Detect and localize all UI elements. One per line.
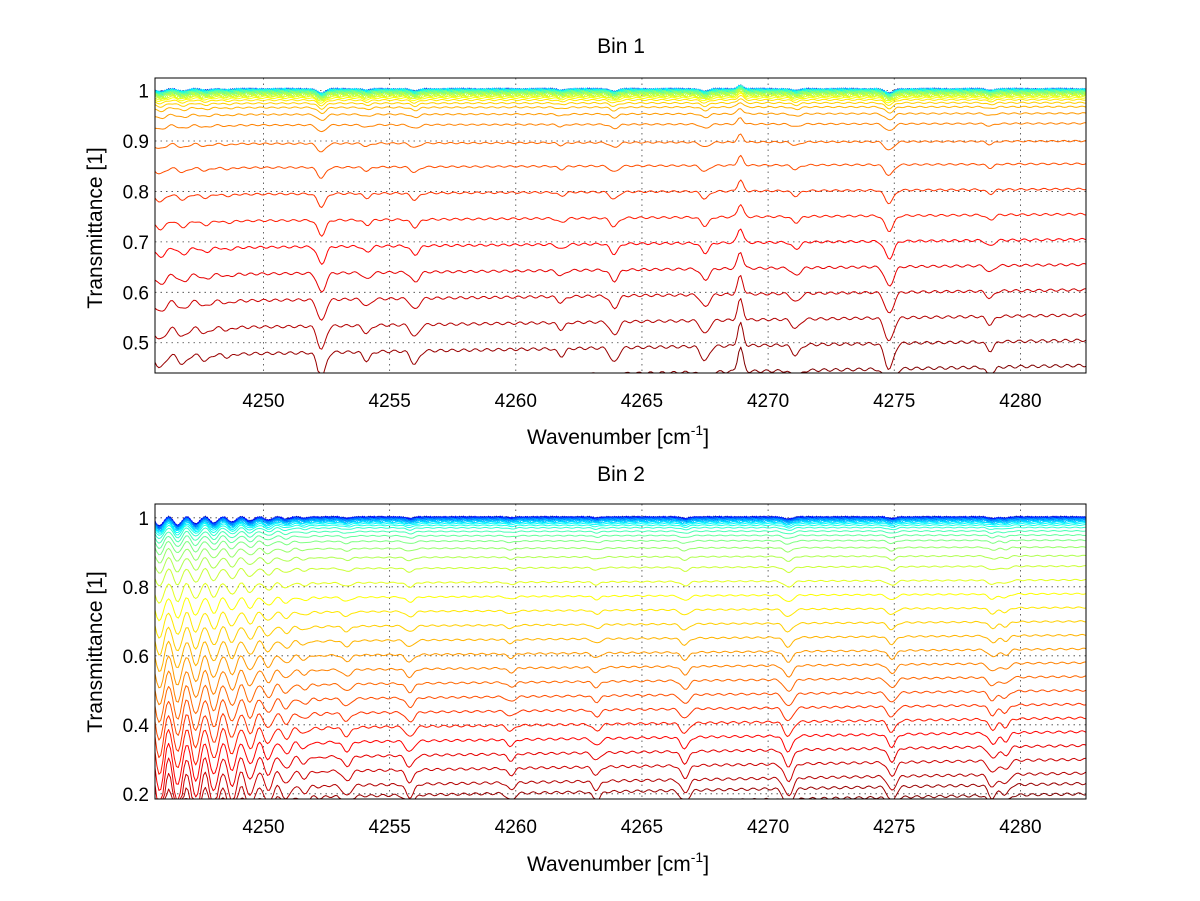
series-line bbox=[154, 578, 1087, 604]
y-axis-label: Transmittance [1] bbox=[84, 147, 107, 308]
series-line bbox=[154, 108, 1087, 121]
series-line bbox=[154, 546, 1087, 564]
series-line bbox=[155, 782, 1087, 800]
series-line bbox=[154, 730, 1087, 791]
series-line bbox=[154, 554, 1087, 574]
x-tick-label: 4275 bbox=[873, 817, 915, 838]
y-tick-label: 0.6 bbox=[123, 647, 149, 668]
series-line bbox=[154, 154, 1087, 179]
series-line bbox=[154, 702, 1087, 759]
x-tick-label: 4250 bbox=[242, 391, 284, 412]
series-line bbox=[154, 98, 1087, 110]
y-axis-label: Transmittance [1] bbox=[84, 571, 107, 732]
x-tick-label: 4280 bbox=[999, 817, 1041, 838]
x-tick-label: 4280 bbox=[999, 391, 1041, 412]
series-line bbox=[154, 530, 1087, 544]
series-line bbox=[154, 606, 1087, 639]
x-tick-label: 4255 bbox=[369, 817, 411, 838]
plot-frame bbox=[154, 503, 1087, 800]
x-tick-label: 4270 bbox=[747, 817, 789, 838]
series-line bbox=[154, 252, 1087, 293]
y-tick-label: 1 bbox=[138, 509, 149, 530]
series-line bbox=[155, 771, 1087, 800]
x-tick-label: 4275 bbox=[873, 391, 915, 412]
series-line bbox=[154, 91, 1087, 102]
series-line bbox=[154, 526, 1087, 540]
grid-lines bbox=[155, 78, 1086, 373]
series-line bbox=[154, 102, 1087, 115]
series-line bbox=[154, 117, 1087, 133]
series-line bbox=[154, 94, 1087, 107]
series-line bbox=[154, 89, 1087, 101]
x-tick-label: 4260 bbox=[495, 817, 537, 838]
series-line bbox=[154, 524, 1087, 536]
series-lines bbox=[154, 515, 1087, 800]
x-tick-label: 4260 bbox=[495, 391, 537, 412]
series-line bbox=[154, 517, 1087, 531]
series-line bbox=[154, 298, 1087, 350]
x-tick-label: 4255 bbox=[369, 391, 411, 412]
series-line bbox=[154, 89, 1087, 102]
series-lines bbox=[154, 84, 1087, 374]
series-line bbox=[154, 592, 1087, 622]
panel-bin-1: Bin 1 4250 4255 4260 4265 4270 4275 4280 0.50.… bbox=[84, 35, 1087, 449]
series-line bbox=[154, 228, 1087, 265]
series-line bbox=[154, 275, 1087, 321]
y-tick-label: 0.8 bbox=[123, 578, 149, 599]
x-tick-labels: 4250 4255 4260 4265 4270 4275 4280 bbox=[242, 817, 1041, 838]
panel-bin-2: Bin 2 4250 4255 4260 4265 4270 4275 4280 0.20.… bbox=[84, 463, 1087, 876]
series-line bbox=[154, 204, 1087, 237]
x-axis-label: Wavenumber [cm-1] bbox=[527, 422, 709, 449]
x-tick-labels: 4250 4255 4260 4265 4270 4275 4280 bbox=[242, 391, 1041, 412]
series-line bbox=[154, 133, 1087, 153]
y-tick-label: 0.7 bbox=[123, 233, 149, 254]
chart-title: Bin 2 bbox=[597, 463, 645, 486]
x-tick-label: 4270 bbox=[747, 391, 789, 412]
chart-title: Bin 1 bbox=[597, 35, 645, 58]
series-line bbox=[155, 757, 1087, 800]
y-tick-labels: 0.2 0.4 0.6 0.8 1 bbox=[123, 509, 150, 806]
series-line bbox=[154, 661, 1087, 706]
series-line bbox=[154, 179, 1087, 208]
series-line bbox=[154, 534, 1087, 549]
y-tick-labels: 0.5 0.6 0.7 0.8 0.9 1 bbox=[123, 82, 149, 355]
y-tick-label: 1 bbox=[138, 82, 149, 103]
y-tick-label: 0.4 bbox=[123, 716, 150, 737]
series-line bbox=[154, 744, 1087, 800]
series-line bbox=[154, 522, 1087, 534]
y-tick-label: 0.8 bbox=[123, 182, 149, 203]
series-line bbox=[154, 92, 1087, 104]
series-line bbox=[154, 647, 1087, 689]
series-line bbox=[155, 346, 1087, 374]
y-tick-label: 0.5 bbox=[123, 334, 149, 355]
plot-frame bbox=[154, 77, 1087, 374]
x-tick-label: 4265 bbox=[621, 391, 663, 412]
series-line bbox=[154, 521, 1087, 533]
series-line bbox=[154, 716, 1087, 775]
x-tick-label: 4250 bbox=[242, 817, 284, 838]
series-line bbox=[154, 565, 1087, 587]
y-tick-label: 0.2 bbox=[123, 785, 149, 806]
series-line bbox=[154, 539, 1087, 556]
series-line bbox=[154, 321, 1087, 374]
x-axis-label: Wavenumber [cm-1] bbox=[527, 849, 709, 876]
x-tick-label: 4265 bbox=[621, 817, 663, 838]
series-line bbox=[154, 675, 1087, 723]
y-tick-label: 0.6 bbox=[123, 283, 149, 304]
y-tick-label: 0.9 bbox=[123, 132, 149, 153]
series-line bbox=[154, 633, 1087, 672]
series-line bbox=[154, 689, 1087, 741]
series-line bbox=[154, 620, 1087, 656]
